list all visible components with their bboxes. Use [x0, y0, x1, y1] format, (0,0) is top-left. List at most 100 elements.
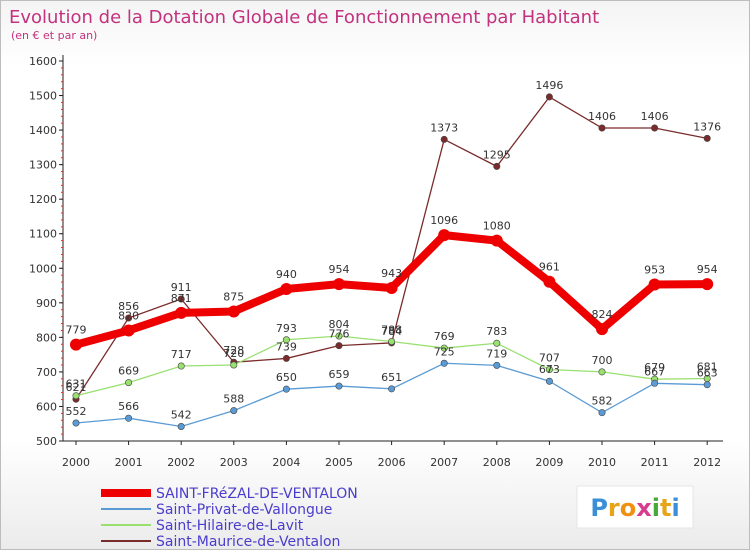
data-label: 663 — [697, 367, 718, 380]
data-label: 783 — [486, 325, 507, 338]
data-label: 1080 — [483, 220, 511, 233]
data-point — [440, 344, 448, 352]
data-label: 650 — [276, 371, 297, 384]
data-label: 700 — [592, 354, 613, 367]
data-point — [545, 365, 553, 373]
x-tick-label: 2007 — [430, 456, 458, 469]
data-point — [490, 234, 503, 247]
data-label: 720 — [223, 347, 244, 360]
data-label: 954 — [697, 263, 718, 276]
proxiti-logo: Proxiti — [576, 485, 694, 529]
data-label: 856 — [118, 300, 139, 313]
data-point — [72, 419, 80, 427]
data-point — [335, 382, 343, 390]
logo-text: Proxiti — [590, 494, 679, 522]
data-point — [493, 162, 501, 170]
x-tick-label: 2010 — [588, 456, 616, 469]
data-label: 667 — [644, 365, 665, 378]
legend-label: Saint-Maurice-de-Ventalon — [156, 534, 340, 549]
data-label: 1406 — [588, 110, 616, 123]
data-label: 871 — [171, 292, 192, 305]
data-label: 542 — [171, 408, 192, 421]
data-point — [177, 362, 185, 370]
data-point — [545, 93, 553, 101]
y-tick-label: 600 — [36, 400, 57, 413]
y-tick-label: 1500 — [29, 90, 57, 103]
data-label: 875 — [223, 290, 244, 303]
data-point — [648, 278, 661, 291]
data-point — [175, 306, 188, 319]
data-point — [701, 278, 714, 291]
data-label: 739 — [276, 340, 297, 353]
data-point — [651, 124, 659, 132]
data-label: 824 — [592, 308, 613, 321]
data-label: 719 — [486, 347, 507, 360]
x-tick-label: 2004 — [272, 456, 300, 469]
data-label: 954 — [329, 263, 350, 276]
data-label: 804 — [329, 318, 350, 331]
data-label: 769 — [434, 330, 455, 343]
data-point — [280, 283, 293, 295]
x-tick-label: 2008 — [483, 456, 511, 469]
data-point — [388, 385, 396, 393]
logo-letter: i — [671, 494, 679, 522]
data-point — [493, 339, 501, 347]
data-point — [598, 409, 606, 417]
data-label: 566 — [118, 400, 139, 413]
y-tick-label: 1200 — [29, 193, 57, 206]
data-point — [651, 379, 659, 387]
data-label: 820 — [118, 309, 139, 322]
data-point — [703, 134, 711, 142]
logo-letter: P — [590, 494, 608, 522]
data-label: 717 — [171, 348, 192, 361]
data-point — [282, 354, 290, 362]
data-label: 725 — [434, 345, 455, 358]
y-tick-label: 500 — [36, 435, 57, 448]
data-label: 1496 — [535, 79, 563, 92]
data-label: 1373 — [430, 121, 458, 134]
data-label: 659 — [329, 368, 350, 381]
data-label: 940 — [276, 268, 297, 281]
y-tick-label: 700 — [36, 366, 57, 379]
series-layer — [70, 93, 714, 430]
data-point — [125, 414, 133, 422]
data-point — [543, 275, 556, 288]
data-point — [598, 368, 606, 376]
data-label: 728 — [223, 344, 244, 357]
axes: 500 600 700 800 900 1000 1100 1200 1300 1400 1500 1… — [29, 55, 723, 469]
data-point — [72, 392, 80, 400]
legend-label: SAINT-FRéZAL-DE-VENTALON — [156, 486, 358, 502]
data-label: 793 — [276, 322, 297, 335]
data-point — [335, 332, 343, 340]
chart-title: Evolution de la Dotation Globale de Fonc… — [9, 7, 599, 28]
y-tick-label: 1400 — [29, 124, 57, 137]
legend-label: Saint-Hilaire-de-Lavit — [156, 518, 304, 534]
data-label: 943 — [381, 267, 402, 280]
data-label: 673 — [539, 363, 560, 376]
data-point — [545, 377, 553, 385]
data-label: 588 — [223, 393, 244, 406]
data-point — [388, 338, 396, 346]
data-point — [227, 305, 240, 318]
data-point — [493, 361, 501, 369]
data-point — [177, 422, 185, 430]
logo-letter: r — [608, 494, 620, 522]
x-tick-label: 2002 — [167, 456, 195, 469]
data-point — [440, 135, 448, 143]
y-tick-label: 900 — [36, 297, 57, 310]
data-point — [703, 381, 711, 389]
data-label: 953 — [644, 264, 665, 277]
data-point — [438, 229, 451, 242]
data-point — [335, 342, 343, 350]
data-label: 552 — [66, 405, 87, 418]
x-tick-label: 2012 — [693, 456, 721, 469]
data-point — [385, 281, 398, 294]
x-tick-label: 2011 — [641, 456, 669, 469]
logo-letter: t — [660, 494, 671, 522]
data-label: 1096 — [430, 214, 458, 227]
data-label: 788 — [381, 324, 402, 337]
data-point — [125, 379, 133, 387]
data-label: 681 — [697, 360, 718, 373]
logo-letter: x — [636, 494, 652, 522]
